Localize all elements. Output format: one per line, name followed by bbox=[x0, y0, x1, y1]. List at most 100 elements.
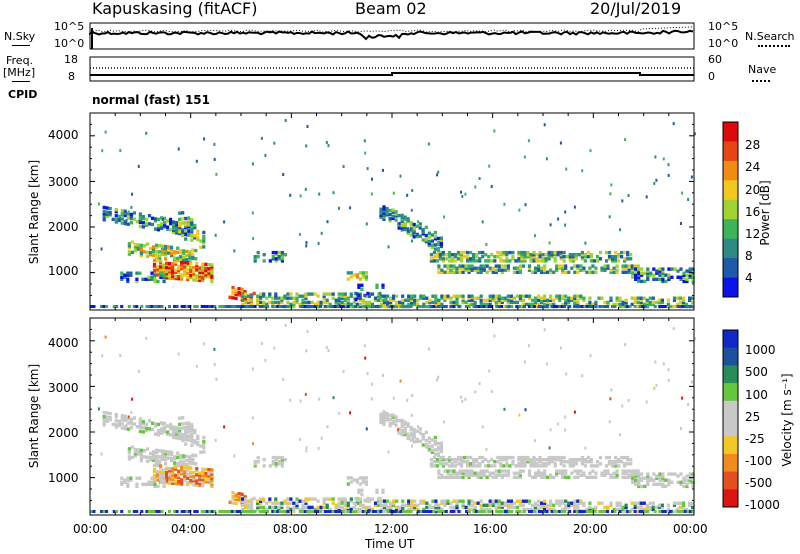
power-cell bbox=[351, 305, 355, 308]
velocity-cell bbox=[364, 507, 368, 512]
velocity-cell bbox=[432, 460, 436, 464]
noise-ytick-bottom-right: 10^0 bbox=[708, 37, 739, 50]
power-cell bbox=[621, 304, 625, 309]
velocity-cell bbox=[120, 510, 124, 513]
power-cell bbox=[397, 223, 400, 227]
power-cell bbox=[277, 296, 281, 300]
power-cell bbox=[403, 225, 407, 230]
velocity-cell bbox=[630, 473, 634, 477]
power-cell bbox=[210, 269, 214, 273]
power-cell bbox=[544, 253, 548, 257]
power-cell bbox=[529, 255, 533, 259]
power-cell bbox=[325, 300, 329, 305]
velocity-cell bbox=[283, 499, 287, 503]
velocity-cell bbox=[449, 501, 453, 505]
velocity-cell bbox=[479, 475, 483, 479]
velocity-cell bbox=[180, 510, 184, 513]
power-cell bbox=[667, 267, 671, 271]
power-cell bbox=[523, 259, 527, 263]
power-cell bbox=[455, 270, 459, 274]
power-cell bbox=[564, 266, 568, 270]
power-cell bbox=[467, 268, 471, 272]
power-cell bbox=[491, 266, 495, 270]
velocity-cell bbox=[508, 455, 512, 460]
power-cell bbox=[188, 256, 192, 260]
velocity-cell bbox=[139, 458, 143, 463]
velocity-cell bbox=[273, 510, 277, 513]
velocity-cell bbox=[346, 501, 350, 505]
velocity-cell bbox=[185, 454, 189, 459]
velocity-cell bbox=[319, 510, 322, 513]
velocity-cell bbox=[126, 476, 130, 480]
power-cell bbox=[629, 257, 633, 261]
velocity-cell bbox=[322, 497, 326, 501]
power-cell bbox=[512, 270, 516, 274]
power-cell bbox=[361, 273, 365, 277]
power-cell bbox=[101, 149, 104, 153]
velocity-cell bbox=[399, 379, 402, 383]
velocity-cell bbox=[690, 380, 693, 384]
power-cell bbox=[633, 296, 637, 300]
power-cell bbox=[476, 270, 480, 274]
velocity-cell bbox=[418, 427, 422, 431]
velocity-cell bbox=[177, 352, 180, 356]
velocity-cell bbox=[434, 507, 438, 512]
power-cell bbox=[553, 259, 557, 263]
velocity-cell bbox=[469, 464, 473, 468]
power-cell bbox=[527, 302, 532, 307]
velocity-cell bbox=[167, 452, 171, 456]
velocity-cell bbox=[467, 473, 471, 477]
power-cell bbox=[653, 181, 656, 185]
velocity-cell bbox=[176, 451, 180, 455]
power-cell bbox=[500, 270, 504, 274]
velocity-cell bbox=[479, 473, 483, 477]
velocity-cell bbox=[129, 421, 133, 426]
velocity-cell bbox=[145, 510, 149, 513]
power-cell bbox=[202, 234, 206, 239]
power-cell bbox=[382, 211, 386, 215]
power-cell bbox=[537, 294, 541, 298]
power-cell bbox=[92, 305, 96, 308]
velocity-cell bbox=[195, 479, 199, 483]
power-cell bbox=[585, 305, 589, 308]
velocity-cell bbox=[568, 510, 572, 513]
velocity-cell bbox=[604, 464, 609, 468]
power-cell bbox=[497, 264, 501, 268]
power-cell bbox=[152, 305, 156, 308]
velocity-colorbar-swatch bbox=[723, 436, 738, 455]
power-cell bbox=[626, 253, 630, 257]
power-cell bbox=[213, 142, 216, 146]
power-cell bbox=[667, 275, 671, 279]
velocity-cell bbox=[661, 472, 665, 476]
power-cell bbox=[598, 257, 603, 261]
power-cell bbox=[533, 298, 538, 302]
power-cell bbox=[568, 255, 572, 259]
power-cell bbox=[617, 255, 621, 259]
velocity-cell bbox=[162, 474, 166, 479]
velocity-cell bbox=[193, 441, 197, 445]
power-cell bbox=[354, 297, 358, 302]
power-cell bbox=[364, 271, 368, 275]
velocity-cell bbox=[292, 501, 296, 505]
velocity-cell bbox=[548, 446, 551, 450]
velocity-cell bbox=[178, 428, 182, 433]
power-cell bbox=[163, 225, 167, 229]
power-cell bbox=[170, 251, 174, 256]
power-cell bbox=[459, 253, 464, 257]
power-cell bbox=[193, 236, 197, 240]
power-cell bbox=[506, 266, 510, 270]
velocity-cell bbox=[638, 510, 642, 513]
power-cell bbox=[208, 305, 212, 308]
velocity-cell bbox=[182, 454, 186, 458]
velocity-cell bbox=[191, 457, 195, 461]
power-cell bbox=[102, 216, 106, 220]
power-cell bbox=[274, 253, 278, 257]
velocity-cell bbox=[120, 482, 124, 486]
velocity-cell bbox=[145, 459, 150, 464]
velocity-cell bbox=[223, 510, 227, 513]
velocity-cell bbox=[437, 375, 440, 379]
velocity-cell bbox=[574, 460, 578, 464]
velocity-cell bbox=[199, 444, 203, 448]
velocity-cell bbox=[204, 471, 208, 476]
power-cell bbox=[150, 222, 155, 227]
